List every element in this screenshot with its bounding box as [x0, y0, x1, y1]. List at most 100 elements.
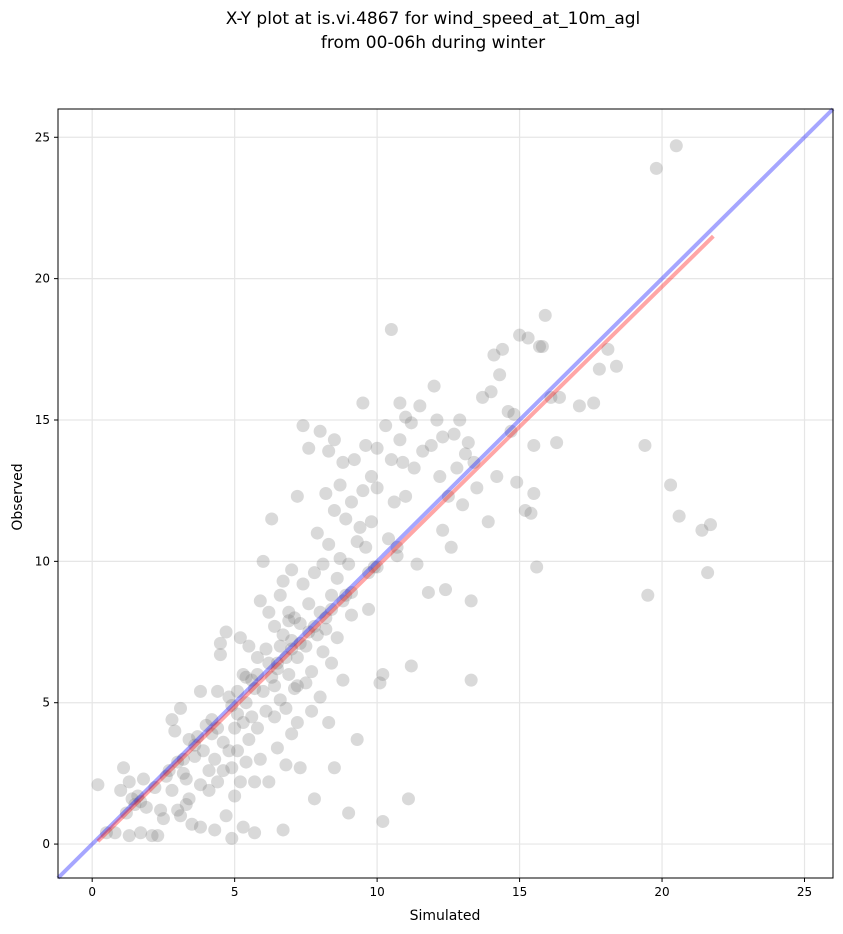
data-point: [193, 820, 207, 834]
data-point: [450, 461, 464, 475]
data-point: [122, 775, 136, 789]
data-point: [350, 535, 364, 549]
data-point: [703, 518, 717, 532]
data-point: [174, 809, 188, 823]
data-point: [91, 778, 105, 792]
one-to-one-line: [56, 107, 835, 880]
data-point: [208, 752, 222, 766]
data-point: [290, 679, 304, 693]
data-point: [287, 682, 301, 696]
data-point: [208, 823, 222, 837]
data-point: [282, 614, 296, 628]
data-point: [136, 772, 150, 786]
data-point: [196, 744, 210, 758]
data-point: [364, 470, 378, 484]
fit-line: [96, 234, 715, 843]
reference-lines: [56, 107, 835, 880]
data-point: [262, 605, 276, 619]
data-point: [179, 772, 193, 786]
data-point: [131, 789, 145, 803]
data-point: [154, 803, 168, 817]
data-point: [299, 639, 313, 653]
data-point: [530, 560, 544, 574]
data-point: [390, 549, 404, 563]
data-point: [290, 489, 304, 503]
data-point: [239, 670, 253, 684]
x-tick-label: 10: [369, 885, 384, 899]
data-point: [219, 625, 233, 639]
data-point: [125, 792, 139, 806]
data-point: [222, 744, 236, 758]
x-axis-label: Simulated: [410, 908, 481, 924]
data-point: [256, 554, 270, 568]
data-point: [339, 512, 353, 526]
data-point: [572, 399, 586, 413]
data-point: [404, 659, 418, 673]
chart-title-line-1: X-Y plot at is.vi.4867 for wind_speed_at…: [226, 9, 641, 29]
data-point: [544, 390, 558, 404]
data-point: [347, 453, 361, 467]
data-point: [165, 713, 179, 727]
data-point: [325, 602, 339, 616]
data-point: [396, 455, 410, 469]
data-point: [313, 690, 327, 704]
data-point: [384, 323, 398, 337]
y-tick-label: 20: [35, 272, 50, 286]
data-point: [344, 585, 358, 599]
data-point: [481, 515, 495, 529]
data-point: [242, 732, 256, 746]
data-point: [262, 775, 276, 789]
data-point: [293, 636, 307, 650]
data-point: [669, 139, 683, 153]
data-point: [638, 438, 652, 452]
data-point: [276, 574, 290, 588]
data-point: [296, 577, 310, 591]
data-point: [310, 526, 324, 540]
data-point: [253, 752, 267, 766]
data-point: [211, 684, 225, 698]
data-point: [319, 622, 333, 636]
data-point: [119, 806, 133, 820]
data-point: [493, 368, 507, 382]
data-point: [470, 481, 484, 495]
grid: [58, 109, 833, 878]
data-point: [259, 642, 273, 656]
data-point: [285, 563, 299, 577]
data-point: [279, 758, 293, 772]
data-point: [108, 826, 122, 840]
data-point: [436, 523, 450, 537]
data-point: [114, 783, 128, 797]
data-point: [225, 699, 239, 713]
data-point: [399, 489, 413, 503]
data-point: [416, 444, 430, 458]
data-point: [399, 410, 413, 424]
data-point: [641, 588, 655, 602]
data-point: [265, 512, 279, 526]
data-point: [384, 453, 398, 467]
axis-ticks: 0 5 10 15 20 25 0 5 10 15 20 25: [35, 130, 812, 899]
y-tick-label: 15: [35, 413, 50, 427]
data-point: [336, 673, 350, 687]
data-point: [193, 684, 207, 698]
data-point: [535, 339, 549, 353]
data-point: [176, 752, 190, 766]
data-point: [313, 605, 327, 619]
data-point: [307, 566, 321, 580]
data-point: [356, 396, 370, 410]
data-point: [273, 588, 287, 602]
data-point: [307, 619, 321, 633]
data-point: [359, 438, 373, 452]
data-point: [447, 427, 461, 441]
data-point: [649, 161, 663, 175]
data-point: [382, 532, 396, 546]
data-point: [302, 441, 316, 455]
data-point: [336, 455, 350, 469]
data-point: [188, 749, 202, 763]
data-point: [216, 764, 230, 778]
data-point: [253, 594, 267, 608]
data-point: [285, 727, 299, 741]
data-point: [322, 716, 336, 730]
x-tick-label: 20: [654, 885, 669, 899]
data-point: [239, 696, 253, 710]
